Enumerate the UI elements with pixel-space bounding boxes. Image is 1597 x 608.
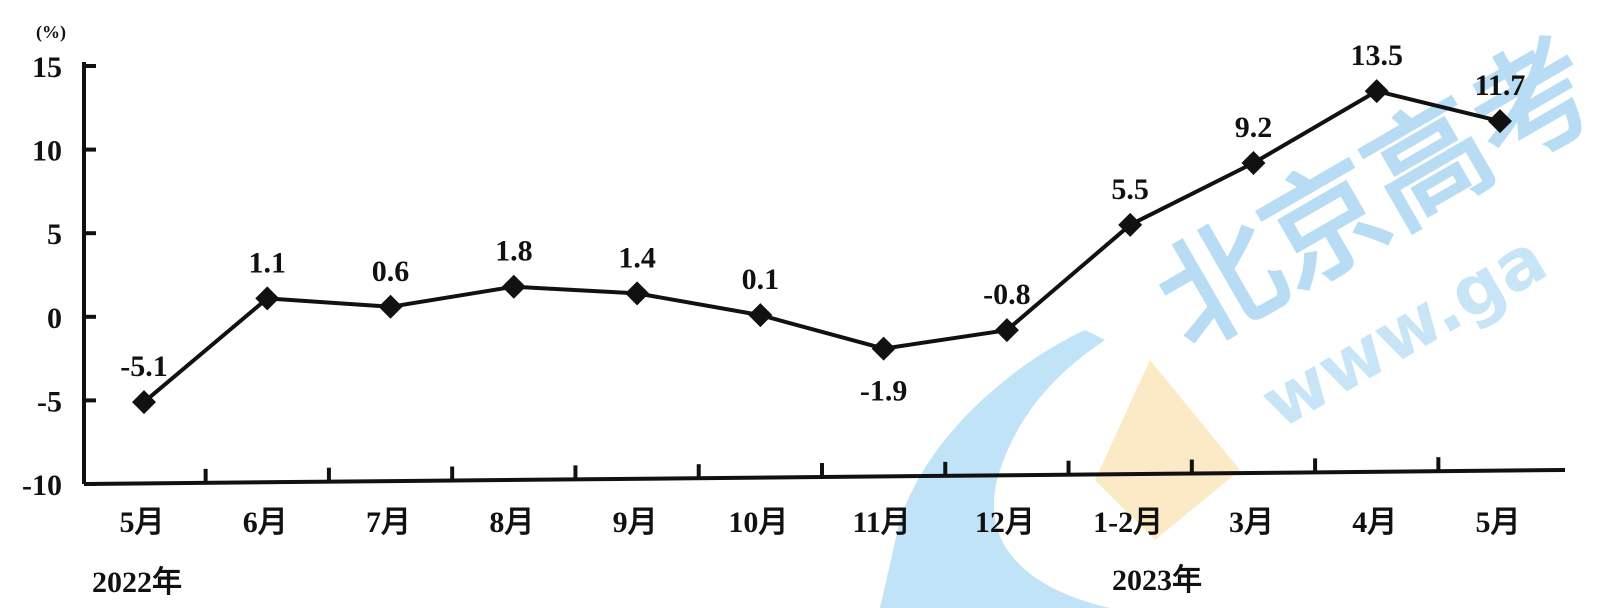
data-point-marker — [1364, 79, 1389, 104]
data-label: 11.7 — [1475, 69, 1526, 102]
y-tick-label: 15 — [32, 51, 62, 84]
year-label-2022: 2022年 — [92, 566, 182, 599]
data-point-marker — [132, 390, 156, 415]
x-tick-label: 7月 — [366, 506, 411, 539]
data-label: 1.8 — [495, 235, 533, 268]
x-tick-label: 5月 — [120, 506, 165, 539]
data-label: 0.1 — [742, 263, 780, 296]
y-tick-label: 0 — [47, 302, 62, 335]
y-ticks: 15 10 5 0 -5 -10 — [22, 51, 96, 502]
x-tick-label: 12月 — [975, 506, 1035, 539]
data-point-marker — [501, 274, 526, 299]
data-point-marker — [1118, 212, 1143, 237]
data-label: 1.4 — [618, 241, 656, 274]
x-tick-label: 4月 — [1352, 506, 1397, 539]
data-point-marker — [625, 281, 650, 306]
data-label: 0.6 — [372, 255, 410, 288]
data-point-marker — [378, 294, 403, 319]
x-ticks — [203, 457, 1441, 483]
y-tick-label: 10 — [32, 135, 62, 168]
data-point-marker — [1488, 109, 1512, 134]
y-unit-label: (%) — [36, 22, 66, 43]
x-tick-label: 11月 — [852, 506, 910, 539]
data-label: -0.8 — [983, 278, 1031, 311]
markers — [132, 79, 1512, 415]
y-tick-label: 5 — [47, 218, 62, 251]
data-label: 5.5 — [1111, 173, 1149, 206]
x-axis — [83, 468, 1566, 486]
x-tick-label: 5月 — [1476, 506, 1521, 539]
data-point-marker — [255, 286, 280, 311]
x-tick-label: 6月 — [243, 506, 288, 539]
data-point-marker — [748, 303, 773, 328]
data-point-marker — [994, 318, 1019, 343]
x-tick-label: 10月 — [728, 506, 788, 539]
data-label: 13.5 — [1350, 39, 1403, 72]
y-tick-label: -10 — [22, 469, 62, 502]
y-tick-label: -5 — [37, 385, 62, 418]
x-tick-label: 9月 — [613, 506, 658, 539]
data-label: -1.9 — [860, 375, 908, 408]
x-tick-labels: 5月 6月 7月 8月 9月 10月 11月 12月 1-2月 3月 4月 5月 — [120, 506, 1521, 539]
x-tick-label: 3月 — [1229, 506, 1274, 539]
series-line — [142, 89, 1501, 404]
watermark-logo-orange — [1095, 360, 1240, 540]
data-point-marker — [1241, 150, 1266, 175]
data-label: -5.1 — [120, 350, 168, 383]
x-tick-label: 1-2月 — [1093, 506, 1163, 539]
year-label-2023: 2023年 — [1112, 564, 1202, 597]
data-label: 1.1 — [249, 246, 287, 279]
data-point-marker — [871, 336, 896, 361]
watermark-logo-blue — [880, 330, 1110, 608]
x-tick-label: 8月 — [489, 506, 534, 539]
data-labels: -5.1 1.1 0.6 1.8 1.4 0.1 -1.9 -0.8 5.5 9.2 13.5 11.… — [120, 39, 1525, 407]
data-label: 9.2 — [1235, 111, 1273, 144]
